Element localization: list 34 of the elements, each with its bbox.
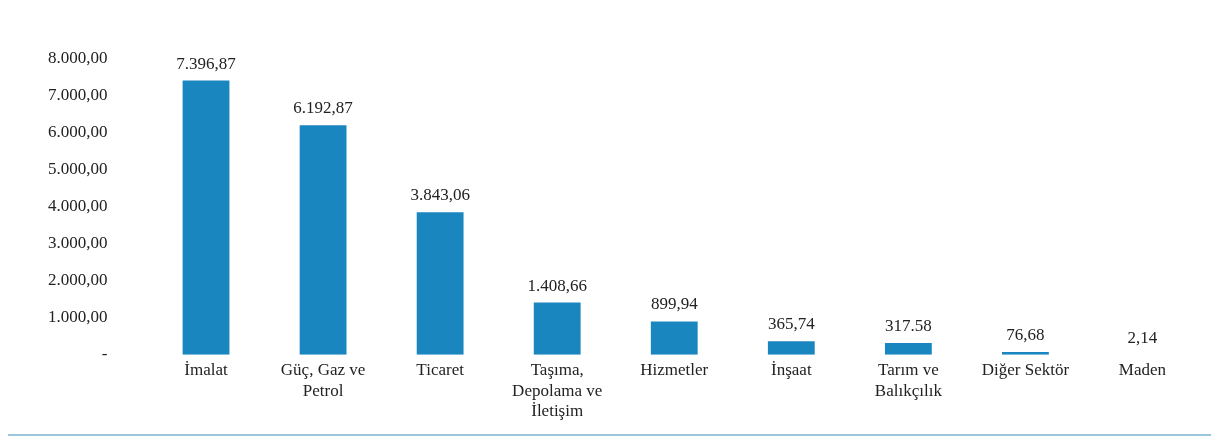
data-label: 6.192,87 (293, 98, 354, 118)
bar (884, 343, 932, 355)
x-tick-label: İnşaat (771, 360, 812, 380)
y-tick-label: 5.000,00 (48, 158, 108, 178)
data-label: 7.396,87 (176, 53, 237, 73)
y-tick-label: - (101, 344, 108, 364)
data-label: 317.58 (884, 315, 932, 335)
bar (416, 212, 464, 355)
bar (182, 80, 230, 355)
y-tick-label: 2.000,00 (48, 270, 108, 290)
y-tick-label: 7.000,00 (48, 84, 108, 104)
x-tick-label: Diğer Sektör (981, 360, 1070, 380)
x-tick-label: Ticaret (416, 360, 465, 380)
y-tick-label: 6.000,00 (48, 121, 108, 141)
bar (650, 321, 698, 355)
data-label: 2,14 (1127, 327, 1158, 347)
bar (767, 341, 815, 355)
x-tick-label: Hizmetler (640, 360, 709, 380)
x-tick-label: İmalat (184, 360, 229, 380)
y-tick-label: 8.000,00 (48, 47, 108, 67)
bar (299, 125, 347, 355)
x-tick-label: Güç, Gaz ve Petrol (280, 360, 366, 400)
data-label: 76,68 (1006, 324, 1045, 344)
bar (533, 302, 581, 355)
y-tick-label: 4.000,00 (48, 195, 108, 215)
data-label: 365,74 (767, 314, 816, 334)
x-tick-label: Taşıma, Depolama ve İletişim (512, 360, 603, 421)
x-tick-label: Tarım ve Balıkçılık (874, 360, 943, 400)
data-label: 1.408,66 (527, 275, 587, 295)
data-label: 3.843,06 (410, 185, 470, 205)
data-label: 899,94 (650, 294, 699, 314)
x-tick-label: Maden (1118, 360, 1167, 380)
y-tick-label: 1.000,00 (48, 307, 108, 327)
y-tick-label: 3.000,00 (48, 233, 108, 253)
